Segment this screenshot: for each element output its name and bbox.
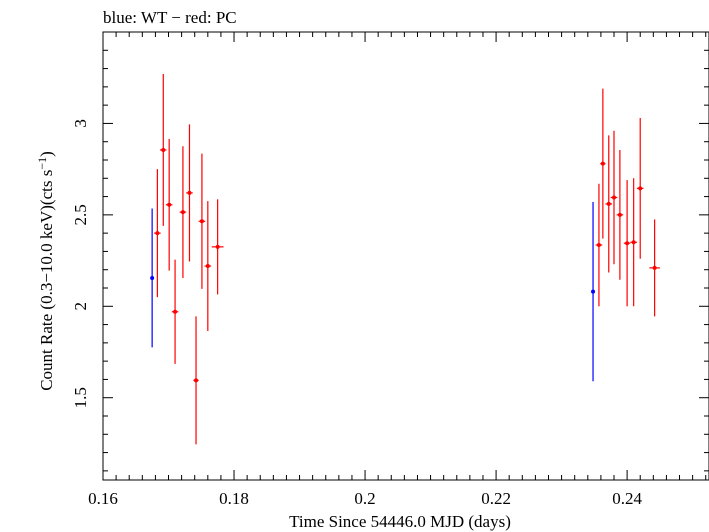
data-point [193, 316, 199, 445]
tick-labels: 0.16 0.18 0.2 0.22 0.24 1.5 2 2.5 3 [71, 119, 642, 508]
data-point-marker [215, 244, 220, 249]
data-point-marker [625, 241, 630, 246]
axes-frame [102, 31, 709, 481]
plot-frame [102, 31, 709, 481]
x-tick-label: 0.24 [612, 489, 642, 508]
data-point-marker [612, 195, 617, 200]
data-point-marker [155, 231, 160, 236]
data-point [591, 202, 596, 382]
data-point [211, 199, 224, 295]
data-point [204, 201, 212, 331]
data-point [159, 74, 167, 226]
data-point-marker [199, 219, 204, 224]
data-point-marker [638, 186, 643, 191]
data-point [649, 219, 660, 317]
data-point-marker [205, 264, 210, 269]
data-point-marker [180, 210, 185, 215]
data-point [186, 124, 193, 262]
data-point-marker [596, 243, 601, 248]
data-point-marker [167, 202, 172, 207]
data-point-marker [173, 309, 178, 314]
data-point [636, 117, 644, 259]
data-point [610, 130, 618, 265]
data-point [616, 149, 624, 280]
y-tick-label: 2 [71, 302, 90, 311]
data-point [154, 169, 161, 298]
data-point [600, 88, 606, 239]
y-axis-label-close: ) [37, 151, 56, 157]
x-tick-label: 0.2 [354, 489, 375, 508]
data-points [150, 74, 660, 445]
axis-ticks [102, 31, 709, 480]
y-axis-label-main: Count Rate (0.3−10.0 keV)(cts s [37, 170, 56, 391]
data-point-marker [600, 161, 605, 166]
data-point-marker [194, 378, 199, 383]
data-point [198, 153, 206, 289]
y-tick-label: 2.5 [71, 204, 90, 225]
data-point-marker [591, 289, 596, 294]
y-tick-label: 3 [71, 119, 90, 128]
data-point [179, 146, 187, 278]
data-point [150, 208, 155, 348]
data-point-marker [617, 212, 622, 217]
data-point-marker [161, 147, 166, 152]
y-tick-label: 1.5 [71, 387, 90, 408]
y-axis-label: Count Rate (0.3−10.0 keV)(cts s−1) [35, 151, 56, 391]
data-point [595, 183, 603, 307]
data-point [630, 178, 637, 307]
data-point [171, 259, 179, 364]
data-point-marker [150, 275, 155, 280]
x-tick-label: 0.18 [219, 489, 249, 508]
x-tick-label: 0.22 [481, 489, 511, 508]
data-point-marker [606, 201, 611, 206]
x-tick-label: 0.16 [88, 489, 118, 508]
data-point-marker [187, 190, 192, 195]
y-axis-label-exponent: −1 [35, 157, 49, 170]
data-point [623, 180, 631, 307]
data-point-marker [631, 240, 636, 245]
data-point-marker [652, 265, 657, 270]
data-point [605, 135, 613, 273]
data-point [165, 138, 173, 271]
x-axis-label: Time Since 54446.0 MJD (days) [289, 512, 511, 531]
chart-title: blue: WT − red: PC [103, 8, 237, 27]
